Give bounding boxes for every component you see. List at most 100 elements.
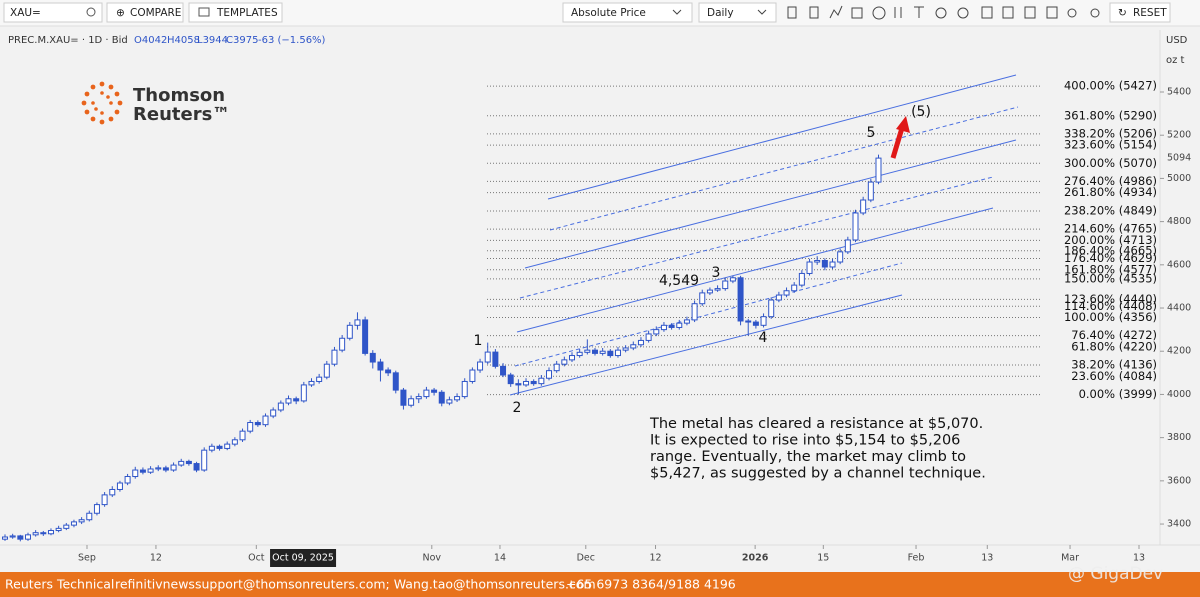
templates-button[interactable] <box>188 2 283 23</box>
candle-body <box>2 536 8 540</box>
candle-body <box>109 488 116 496</box>
wave-label: 1 <box>474 333 483 349</box>
templates-label: TEMPLATES <box>216 7 278 19</box>
candle-body <box>699 292 706 305</box>
candle-body <box>500 365 507 376</box>
candle-body <box>729 277 736 282</box>
legend-close: C3975 <box>226 35 258 46</box>
candle-body <box>538 377 545 385</box>
candle-body <box>622 347 629 351</box>
symbol: XAU= <box>10 7 41 19</box>
candle-body <box>607 350 614 357</box>
candle-body <box>262 415 269 426</box>
price-mode-dropdown[interactable] <box>562 2 693 23</box>
candle-body <box>147 468 154 473</box>
level-label: 276.40% (4986) <box>1064 174 1157 188</box>
candle-body <box>93 504 100 514</box>
x-tick-label: Sep <box>78 553 96 564</box>
candle-body <box>814 259 821 263</box>
candle-body <box>201 449 208 471</box>
logo-text: Reuters™ <box>133 104 230 125</box>
candle-body <box>47 530 54 535</box>
tool-icons[interactable] <box>787 5 1100 20</box>
level-label: 123.60% (4440) <box>1064 292 1157 306</box>
reset-label: RESET <box>1133 7 1167 19</box>
candle-body <box>178 460 185 466</box>
candle-body <box>254 422 261 426</box>
candle-body <box>683 319 690 324</box>
candle-body <box>101 494 108 506</box>
level-label: 100.00% (4356) <box>1064 310 1157 324</box>
candle-body <box>637 339 644 346</box>
candle-body <box>446 399 453 404</box>
reset-button[interactable] <box>1109 2 1171 23</box>
target-arrow <box>890 116 910 159</box>
candle-body <box>737 277 744 322</box>
comment-line: range. Eventually, the market may climb … <box>650 449 966 465</box>
candle-body <box>86 512 93 521</box>
candle-body <box>193 463 200 471</box>
y-tick-label: 4200 <box>1167 346 1191 357</box>
annotations: 1 2 3 4 5 (5) 4,549 The metal has cleared a res… <box>474 104 986 482</box>
x-tick-label: 12 <box>649 553 661 564</box>
wave-label: 4 <box>759 330 768 346</box>
candle-body <box>546 370 553 379</box>
candle-body <box>377 361 384 371</box>
y-tick-label: 5000 <box>1167 173 1191 184</box>
level-label: 238.20% (4849) <box>1064 204 1157 218</box>
legend-low: L3944 <box>197 35 228 46</box>
candle-body <box>722 280 729 290</box>
candle-body <box>431 389 438 393</box>
candle-body <box>40 532 47 535</box>
search-icon <box>86 7 96 17</box>
level-label: 114.60% (4408) <box>1064 299 1157 313</box>
wave-label: (5) <box>911 104 931 120</box>
level-label: 61.80% (4220) <box>1071 339 1157 353</box>
level-label: 23.60% (4084) <box>1071 369 1157 383</box>
candle-body <box>706 289 713 294</box>
y-tick-label: 4800 <box>1167 216 1191 227</box>
interval-dropdown[interactable] <box>698 2 777 23</box>
wave-label: 2 <box>513 400 522 416</box>
symbol-box[interactable] <box>3 2 103 23</box>
candle-body <box>285 398 292 404</box>
candle-body <box>454 396 461 401</box>
candle-body <box>668 324 675 328</box>
candle-body <box>423 389 430 398</box>
footer-emails: refinitivnewssupport@thomsonreuters.com;… <box>115 577 596 592</box>
candle-body <box>155 467 162 470</box>
candle-body <box>645 333 652 341</box>
level-label: 323.60% (5154) <box>1064 138 1157 152</box>
interval: Daily <box>707 7 734 19</box>
logo-text: Thomson <box>133 85 225 106</box>
candle-body <box>569 355 575 361</box>
candle-body <box>676 322 683 328</box>
candle-body <box>78 519 85 523</box>
candle-body <box>24 534 31 540</box>
currency[interactable]: USD <box>1166 35 1188 46</box>
dropdown-caret <box>672 9 682 15</box>
candle-body <box>124 476 131 484</box>
candle-body <box>469 369 476 382</box>
candle-body <box>523 380 530 386</box>
candle-body <box>208 445 215 451</box>
candle-body <box>224 443 231 449</box>
candle-body <box>408 398 415 406</box>
candle-body <box>308 380 315 386</box>
candle-body <box>346 324 353 339</box>
x-tick-label: Nov <box>423 553 442 564</box>
y-tick-label: 3600 <box>1167 475 1191 486</box>
candle-body <box>362 319 369 354</box>
level-label: 161.80% (4577) <box>1064 262 1157 276</box>
compare-button[interactable] <box>106 2 184 23</box>
candle-body <box>400 389 407 406</box>
compare-label: COMPARE <box>130 7 181 19</box>
x-tick-label: Mar <box>1061 553 1079 564</box>
unit[interactable]: oz t <box>1166 55 1185 66</box>
candle-body <box>775 294 782 301</box>
candle-body <box>867 181 874 201</box>
candle-body <box>806 261 813 274</box>
candle-body <box>185 460 192 465</box>
candle-body <box>783 290 790 296</box>
level-label: 76.40% (4272) <box>1071 328 1157 342</box>
